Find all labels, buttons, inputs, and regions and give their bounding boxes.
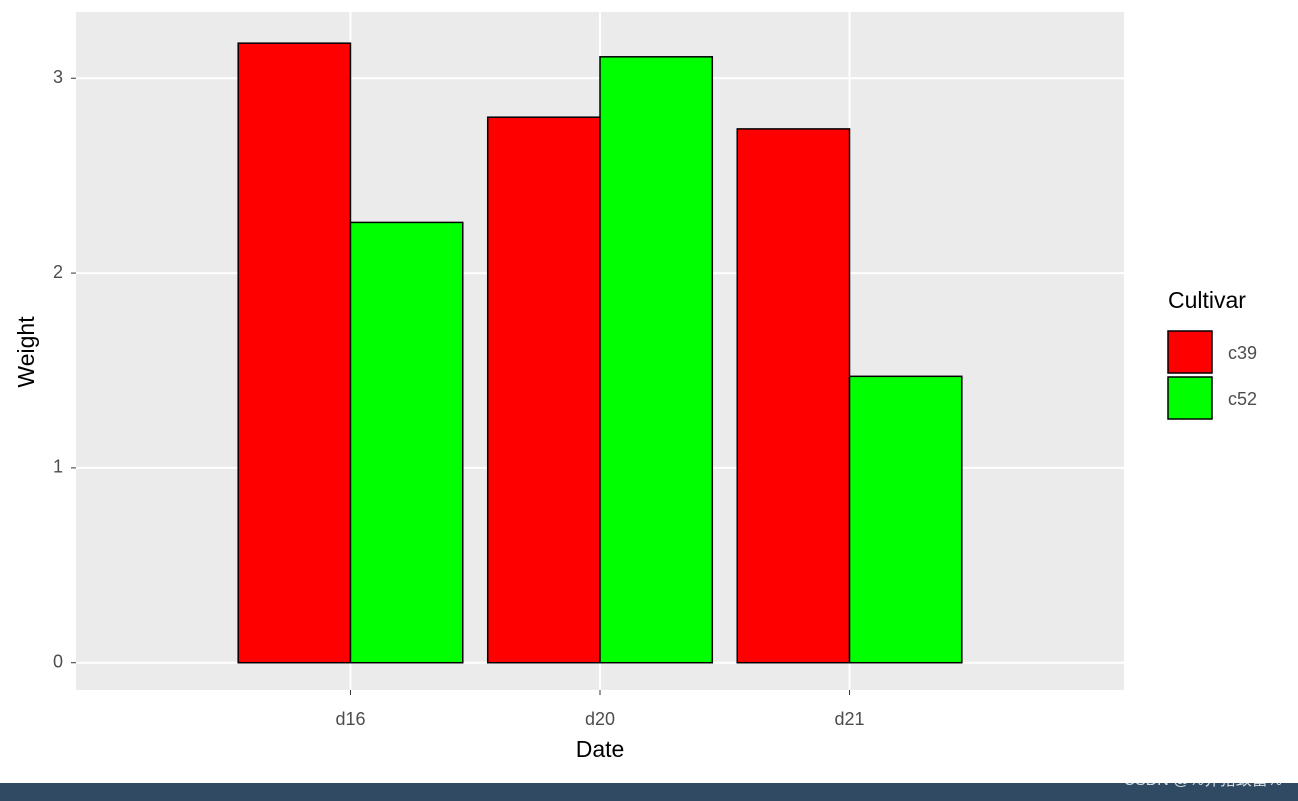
- legend-key: [1167, 330, 1213, 374]
- legend-label: c52: [1228, 389, 1257, 409]
- legend-title: Cultivar: [1168, 287, 1246, 313]
- x-tick-label: d21: [835, 709, 865, 729]
- y-tick-label: 0: [53, 651, 63, 671]
- watermark: CSDN @%养猪致富%: [1124, 771, 1282, 789]
- bar: [486, 116, 601, 664]
- bar: [237, 42, 352, 664]
- x-axis-title: Date: [576, 736, 625, 762]
- x-tick-label: d20: [585, 709, 615, 729]
- bar: [848, 375, 963, 664]
- y-axis-title: Weight: [13, 316, 39, 388]
- bar: [349, 221, 464, 664]
- y-tick-label: 2: [53, 262, 63, 282]
- bar: [736, 128, 851, 664]
- y-tick-label: 1: [53, 457, 63, 477]
- y-tick-label: 3: [53, 67, 63, 87]
- legend-key: [1167, 376, 1213, 420]
- x-tick-label: d16: [335, 709, 365, 729]
- legend-label: c39: [1228, 343, 1257, 363]
- bar: [599, 56, 714, 664]
- footer-bar: [0, 783, 1298, 801]
